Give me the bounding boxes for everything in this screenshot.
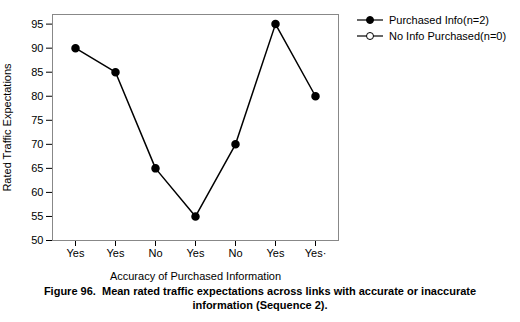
svg-text:95: 95: [31, 18, 43, 30]
svg-text:55: 55: [31, 210, 43, 222]
svg-text:Yes: Yes: [67, 247, 85, 259]
svg-text:85: 85: [31, 66, 43, 78]
svg-text:65: 65: [31, 162, 43, 174]
html-text:Purchased Info(n=2): Purchased Info(n=2): [389, 14, 489, 26]
svg-text:Yes·: Yes·: [305, 247, 327, 259]
svg-text:No: No: [148, 247, 162, 259]
svg-text:Yes: Yes: [267, 247, 285, 259]
html-text:Figure 96. Mean rated traffic: Figure 96. Mean rated traffic expectatio…: [43, 285, 477, 311]
svg-text:Yes: Yes: [187, 247, 205, 259]
svg-text:No: No: [228, 247, 242, 259]
svg-text:Yes: Yes: [107, 247, 125, 259]
svg-text:90: 90: [31, 42, 43, 54]
svg-text:60: 60: [31, 186, 43, 198]
html-text:No Info Purchased(n=0): No Info Purchased(n=0): [389, 30, 507, 42]
svg-text:Accuracy of Purchased Informat: Accuracy of Purchased Information: [110, 270, 281, 282]
svg-text:80: 80: [31, 90, 43, 102]
svg-text:Rated Traffic Expectations: Rated Traffic Expectations: [1, 63, 13, 192]
svg-text:50: 50: [31, 234, 43, 246]
svg-text:75: 75: [31, 114, 43, 126]
svg-text:70: 70: [31, 138, 43, 150]
